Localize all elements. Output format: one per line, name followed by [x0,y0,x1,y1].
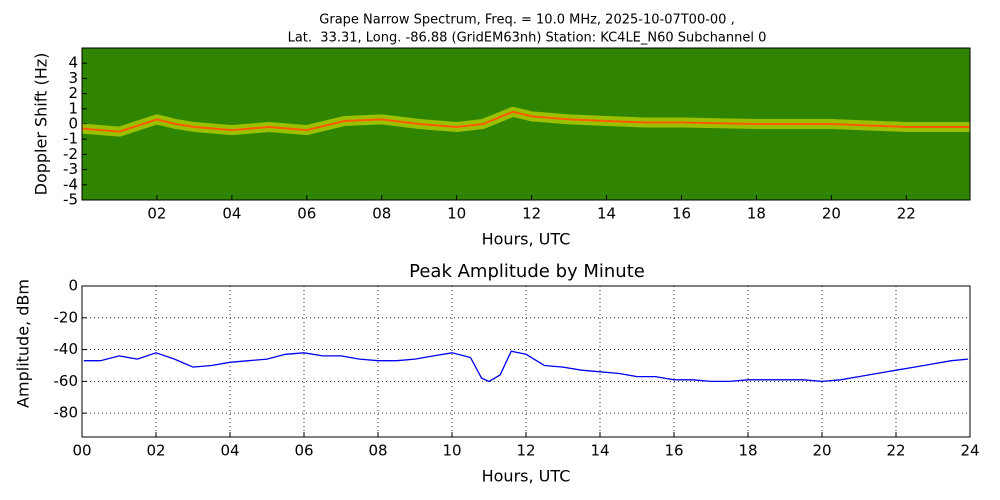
y-tick-label: -5 [63,191,78,209]
y-tick-label: 4 [68,54,78,72]
x-tick-label: 24 [960,442,979,460]
y-tick-label: -60 [54,372,79,390]
x-tick-label: 14 [590,442,609,460]
chart-title: Peak Amplitude by Minute [409,261,645,282]
x-axis-label: Hours, UTC [482,467,571,486]
chart-title: Grape Narrow Spectrum, Freq. = 10.0 MHz,… [319,13,734,28]
y-tick-label: 1 [68,99,78,117]
x-tick-label: 20 [812,442,831,460]
chart-subtitle: Lat. 33.31, Long. -86.88 (GridEM63nh) St… [288,31,767,46]
y-axis-label: Amplitude, dBm [14,279,33,408]
x-tick-label: 22 [897,205,916,223]
x-tick-label: 06 [294,442,313,460]
x-tick-label: 04 [220,442,239,460]
x-axis-label: Hours, UTC [482,230,571,249]
x-tick-label: 18 [738,442,757,460]
y-axis-label: Doppler Shift (Hz) [32,53,51,196]
x-tick-label: 14 [597,205,616,223]
plot-area [82,286,970,437]
y-tick-label: 2 [68,84,78,102]
y-tick-label: -4 [63,175,78,193]
x-tick-label: 22 [886,442,905,460]
y-tick-label: -20 [54,308,79,326]
x-tick-label: 02 [147,205,166,223]
x-tick-label: 12 [516,442,535,460]
y-tick-label: 0 [68,115,78,133]
y-tick-label: -1 [63,130,78,148]
y-tick-label: -3 [63,160,78,178]
x-tick-label: 00 [72,442,91,460]
x-tick-label: 10 [442,442,461,460]
x-tick-label: 10 [447,205,466,223]
x-tick-label: 12 [522,205,541,223]
doppler-trace [81,110,970,133]
x-tick-label: 06 [297,205,316,223]
x-tick-label: 20 [822,205,841,223]
plot-frame [81,47,971,201]
y-tick-label: -40 [54,340,79,358]
y-tick-label: 0 [68,277,78,295]
line [83,350,969,383]
x-tick-label: 16 [664,442,683,460]
y-tick-label: -80 [54,404,79,422]
x-tick-label: 02 [146,442,165,460]
x-tick-label: 08 [372,205,391,223]
x-tick-label: 18 [747,205,766,223]
x-tick-label: 08 [368,442,387,460]
x-tick-label: 16 [672,205,691,223]
plot-frame [81,285,971,438]
x-tick-label: 04 [222,205,241,223]
y-tick-label: 3 [68,69,78,87]
y-tick-label: -2 [63,145,78,163]
